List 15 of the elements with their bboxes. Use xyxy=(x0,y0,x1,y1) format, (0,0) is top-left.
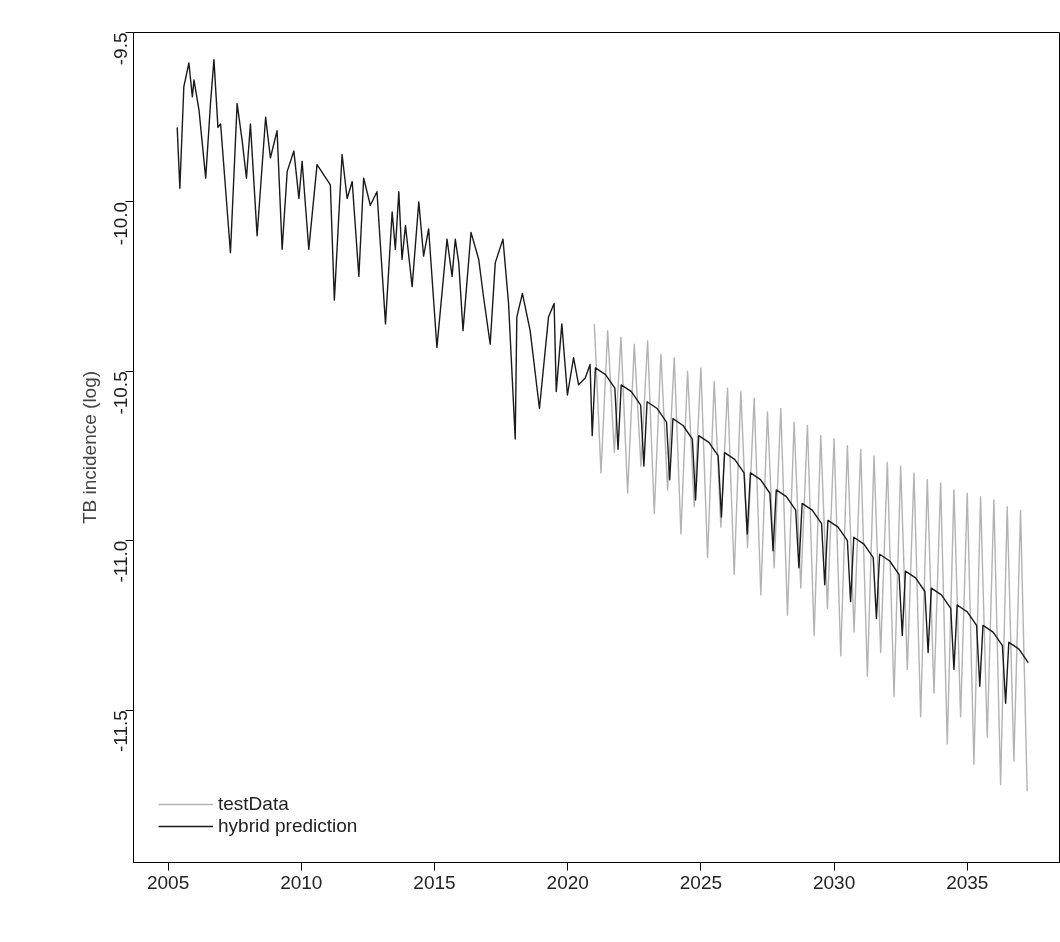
y-tick-label: -11.5 xyxy=(110,710,131,752)
y-tick-label: -11.0 xyxy=(110,540,131,583)
x-tick-label: 2020 xyxy=(546,871,589,893)
x-tick-label: 2035 xyxy=(946,871,989,893)
y-tick-label: -10.0 xyxy=(110,201,131,246)
y-tick-label: -9.5 xyxy=(110,32,131,66)
x-tick-label: 2010 xyxy=(280,871,323,893)
x-tick-label: 2025 xyxy=(679,871,723,893)
legend-label: hybrid prediction xyxy=(218,815,358,837)
y-tick-label: -10.5 xyxy=(110,371,131,415)
x-tick-label: 2005 xyxy=(147,871,190,893)
y-axis-title: TB incidence (log) xyxy=(78,370,100,525)
legend-label: testData xyxy=(218,793,289,815)
x-tick-label: 2030 xyxy=(812,871,856,893)
x-tick-label: 2015 xyxy=(413,871,456,893)
